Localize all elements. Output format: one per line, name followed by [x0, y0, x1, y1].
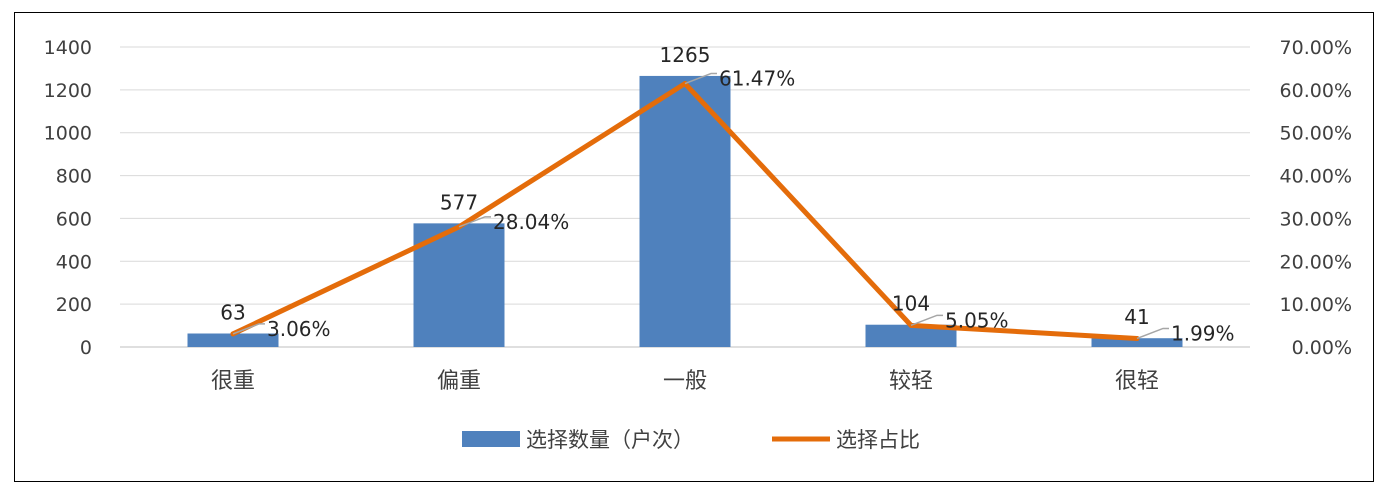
- legend-label-line: 选择占比: [836, 428, 920, 452]
- line-value-label: 1.99%: [1171, 321, 1235, 345]
- bar-value-label: 41: [1124, 305, 1149, 329]
- left-tick-label: 800: [56, 166, 92, 188]
- left-tick-label: 600: [56, 208, 92, 230]
- legend-swatch-bar: [462, 431, 520, 447]
- leader-line: [232, 323, 265, 335]
- left-tick-label: 1000: [44, 123, 92, 145]
- left-tick-label: 200: [56, 294, 92, 316]
- category-label: 很重: [211, 369, 255, 394]
- right-axis-ticks: 0.00% 10.00% 20.00% 30.00% 40.00% 50.00% 60.00…: [1280, 37, 1352, 359]
- leader-line: [684, 72, 717, 85]
- right-tick-label: 0.00%: [1292, 337, 1352, 359]
- left-tick-label: 1400: [44, 37, 92, 59]
- category-label: 很轻: [1115, 369, 1159, 394]
- bar: [865, 324, 957, 347]
- line-value-label: 3.06%: [267, 317, 331, 341]
- left-axis-ticks: 0 200 400 600 800 1000 1200 1400: [44, 37, 92, 359]
- leader-line: [910, 314, 943, 327]
- bar: [413, 223, 505, 347]
- bar: [1091, 338, 1183, 347]
- right-tick-label: 70.00%: [1280, 37, 1352, 59]
- left-tick-label: 0: [80, 337, 92, 359]
- right-tick-label: 20.00%: [1280, 251, 1352, 273]
- right-tick-label: 40.00%: [1280, 166, 1352, 188]
- leader-line: [458, 216, 491, 228]
- left-tick-label: 1200: [44, 80, 92, 102]
- bar: [639, 75, 731, 347]
- category-labels: 很重 偏重 一般 较轻 很轻: [211, 369, 1159, 394]
- legend-label-bar: 选择数量（户次）: [526, 428, 694, 452]
- line-value-label: 61.47%: [719, 67, 795, 91]
- bar-value-label: 1265: [660, 43, 711, 67]
- category-label: 偏重: [437, 369, 481, 394]
- line-value-label: 5.05%: [945, 308, 1009, 332]
- bar-value-label: 577: [440, 190, 478, 214]
- bar: [187, 333, 279, 347]
- bar-value-label: 63: [220, 301, 245, 325]
- left-tick-label: 400: [56, 251, 92, 273]
- category-label: 一般: [663, 369, 707, 394]
- leader-line: [1136, 327, 1169, 340]
- category-label: 较轻: [889, 369, 933, 394]
- data-labels: 63 577 1265 104 41 3.06% 28.04% 61.47% 5.05% 1.99…: [220, 43, 1234, 346]
- right-tick-label: 30.00%: [1280, 208, 1352, 230]
- right-tick-label: 10.00%: [1280, 294, 1352, 316]
- legend: 选择数量（户次） 选择占比: [462, 428, 920, 452]
- bar-value-label: 104: [892, 292, 930, 316]
- right-tick-label: 50.00%: [1280, 123, 1352, 145]
- line-value-label: 28.04%: [493, 210, 569, 234]
- bar-series: [187, 75, 1183, 347]
- right-tick-label: 60.00%: [1280, 80, 1352, 102]
